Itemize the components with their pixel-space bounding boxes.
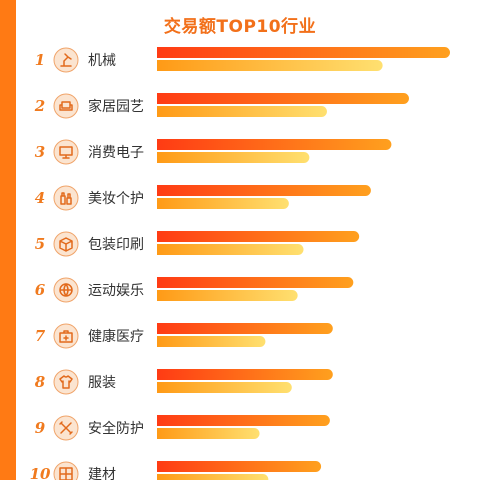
- tools-icon: [53, 415, 79, 441]
- bar-row-9: 9 安全防护: [35, 415, 330, 441]
- rank-label: 2: [34, 97, 45, 115]
- category-label: 健康医疗: [88, 328, 144, 345]
- robot-arm-icon: [53, 47, 79, 73]
- rank-label: 1: [35, 51, 45, 69]
- package-box-icon: [53, 231, 79, 257]
- category-label: 家居园艺: [88, 98, 144, 115]
- cosmetics-icon: [53, 185, 79, 211]
- icon-glyph: [59, 237, 73, 252]
- bar-series-2: [157, 244, 304, 255]
- bar-series-2: [157, 474, 269, 480]
- bar-series-1: [157, 461, 322, 472]
- category-label: 建材: [88, 467, 116, 480]
- icon-badge: [53, 369, 79, 395]
- bar-series-2: [157, 60, 383, 71]
- bar-series-1: [157, 47, 450, 59]
- icon-glyph: [59, 467, 73, 480]
- rank-label: 10: [30, 465, 51, 480]
- bar-series-1: [157, 185, 371, 196]
- bar-series-1: [157, 139, 392, 150]
- icon-glyph: [60, 53, 72, 67]
- ball-icon: [53, 277, 79, 303]
- bar-series-1: [157, 277, 354, 288]
- bar-row-1: 1 机械: [35, 47, 450, 73]
- bar-series-1: [157, 93, 409, 104]
- monitor-icon: [53, 139, 79, 165]
- rank-label: 3: [35, 143, 45, 161]
- medical-kit-icon: [53, 323, 79, 349]
- bar-row-8: 8 服装: [35, 369, 333, 395]
- bar-series-2: [157, 290, 298, 301]
- bar-series-1: [157, 231, 360, 242]
- bar-row-10: 10 建材: [30, 461, 322, 480]
- category-label: 安全防护: [88, 420, 144, 437]
- bar-series-1: [157, 415, 330, 426]
- bar-row-5: 5 包装印刷: [35, 231, 360, 257]
- rank-label: 6: [35, 281, 46, 299]
- bar-row-6: 6 运动娱乐: [35, 277, 354, 303]
- bar-series-1: [157, 323, 333, 334]
- bar-row-2: 2 家居园艺: [34, 93, 409, 119]
- shirt-icon: [53, 369, 79, 395]
- category-label: 机械: [88, 53, 116, 69]
- bar-row-7: 7 健康医疗: [35, 323, 333, 349]
- rank-label: 9: [35, 419, 46, 437]
- bar-series-2: [157, 382, 292, 393]
- icon-glyph: [59, 330, 73, 343]
- icon-glyph: [59, 101, 73, 111]
- category-label: 运动娱乐: [88, 283, 144, 299]
- category-label: 消费电子: [88, 145, 144, 161]
- rank-label: 8: [35, 373, 46, 391]
- icon-glyph: [59, 146, 73, 159]
- sofa-icon: [53, 93, 79, 119]
- bar-row-3: 3 消费电子: [35, 139, 392, 165]
- bar-series-1: [157, 369, 333, 380]
- category-label: 包装印刷: [88, 237, 144, 253]
- rank-label: 7: [35, 327, 46, 345]
- category-label: 服装: [88, 375, 116, 391]
- bar-series-2: [157, 428, 260, 439]
- icon-glyph: [60, 192, 72, 205]
- icon-glyph: [59, 283, 73, 297]
- icon-badge: [53, 93, 79, 119]
- icon-glyph: [59, 375, 73, 389]
- icon-badge: [53, 139, 79, 165]
- bar-series-2: [157, 106, 327, 117]
- building-icon: [53, 461, 79, 480]
- chart-title: 交易额TOP10行业: [163, 17, 317, 37]
- icon-glyph: [59, 421, 73, 435]
- category-label: 美妆个护: [88, 191, 144, 207]
- bar-series-2: [157, 198, 289, 209]
- bar-row-4: 4 美妆个护: [35, 185, 371, 211]
- bar-series-2: [157, 152, 310, 163]
- icon-badge: [53, 185, 79, 211]
- rank-label: 4: [35, 189, 45, 207]
- bar-series-2: [157, 336, 266, 347]
- rank-label: 5: [35, 235, 45, 253]
